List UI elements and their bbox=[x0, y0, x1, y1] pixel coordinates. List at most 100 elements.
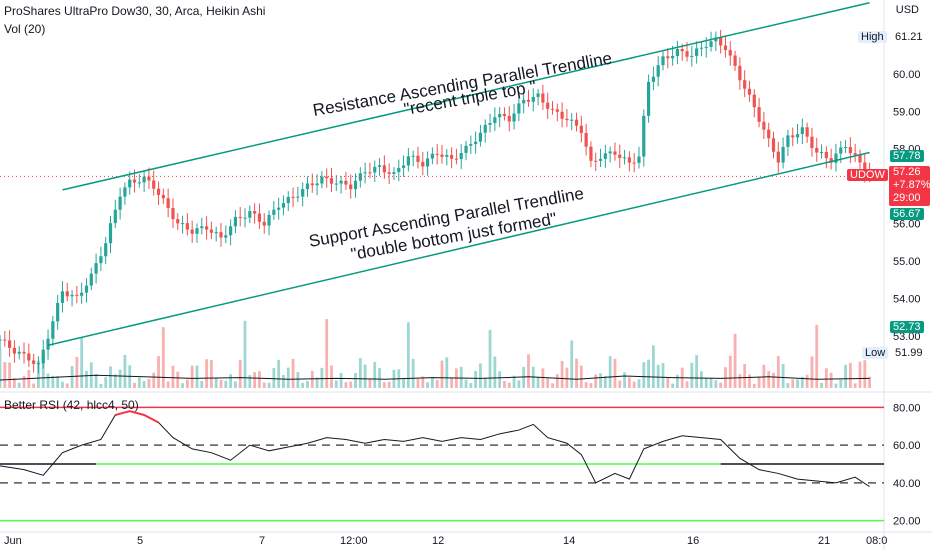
candle-body bbox=[392, 172, 396, 174]
volume-bar bbox=[56, 376, 60, 388]
time-tick-label: 12 bbox=[432, 535, 444, 547]
rsi-line bbox=[0, 410, 870, 488]
volume-bar bbox=[234, 381, 237, 388]
volume-bar bbox=[479, 363, 482, 388]
volume-bar bbox=[406, 322, 410, 388]
volume-bar bbox=[416, 378, 420, 388]
time-tick-label: 5 bbox=[137, 535, 143, 547]
candle-body bbox=[536, 93, 540, 97]
volume-bar bbox=[503, 380, 506, 388]
candle-body bbox=[589, 146, 593, 161]
volume-bar bbox=[195, 365, 199, 388]
volume-bar bbox=[368, 378, 372, 388]
candle-body bbox=[32, 360, 36, 364]
volume-bar bbox=[137, 377, 141, 388]
candle-body bbox=[56, 302, 60, 322]
volume-bar bbox=[868, 376, 871, 388]
candle-body bbox=[349, 184, 353, 190]
volume-bar bbox=[229, 374, 233, 388]
volume-bar bbox=[733, 333, 737, 388]
volume-bar bbox=[824, 368, 828, 388]
candle-body bbox=[502, 114, 507, 116]
candle-body bbox=[699, 47, 704, 49]
candle-body bbox=[791, 135, 795, 138]
price-tick-label: 60.00 bbox=[893, 69, 921, 81]
volume-bar bbox=[445, 357, 449, 388]
candle-body bbox=[305, 183, 310, 190]
volume-bar bbox=[666, 377, 670, 388]
candle-body bbox=[632, 162, 636, 164]
candle-body bbox=[214, 232, 218, 234]
volume-bar bbox=[421, 376, 425, 388]
candle-body bbox=[0, 339, 2, 341]
volume-bar bbox=[113, 374, 117, 388]
volume-bar bbox=[272, 367, 276, 388]
high-value: 61.21 bbox=[895, 31, 923, 43]
candle-body bbox=[483, 124, 487, 133]
candle-body bbox=[113, 209, 117, 224]
candle-body bbox=[257, 213, 262, 222]
volume-bar bbox=[728, 355, 732, 388]
candle-body bbox=[310, 183, 314, 186]
volume-bar bbox=[512, 375, 516, 388]
candle-body bbox=[661, 56, 665, 66]
candle-body bbox=[387, 172, 391, 174]
candle-body bbox=[488, 123, 492, 125]
volume-bar bbox=[171, 365, 175, 388]
volume-bar bbox=[656, 364, 660, 388]
volume-bar bbox=[181, 383, 184, 388]
volume-bar bbox=[109, 366, 112, 388]
candle-body bbox=[795, 134, 800, 138]
lower-channel-tag: 56.67 bbox=[890, 208, 924, 220]
candle-body bbox=[704, 46, 708, 48]
volume-bar bbox=[589, 383, 593, 388]
candle-body bbox=[474, 141, 478, 145]
candle-body bbox=[450, 154, 454, 159]
volume-bar bbox=[262, 382, 266, 388]
candle-body bbox=[834, 153, 838, 163]
volume-bar bbox=[800, 376, 804, 388]
volume-bar bbox=[104, 377, 108, 388]
candle-body bbox=[190, 229, 194, 234]
candle-body bbox=[839, 147, 843, 154]
candle-body bbox=[709, 41, 713, 47]
candle-body bbox=[594, 160, 598, 162]
volume-bar bbox=[224, 380, 228, 388]
volume-bar bbox=[291, 358, 295, 388]
candle-body bbox=[224, 235, 228, 238]
time-tick-label: Jun bbox=[4, 535, 22, 547]
volume-bar bbox=[820, 382, 823, 388]
volume-bar bbox=[85, 370, 88, 388]
candle-body bbox=[685, 51, 689, 57]
volume-bar bbox=[219, 379, 223, 388]
candle-body bbox=[142, 176, 146, 183]
candle-body bbox=[219, 232, 223, 238]
candle-body bbox=[743, 80, 747, 89]
candle-body bbox=[152, 180, 156, 189]
candle-body bbox=[498, 114, 502, 118]
candle-body bbox=[65, 291, 69, 297]
volume-bar bbox=[618, 380, 622, 388]
volume-bar bbox=[579, 365, 583, 388]
volume-bar bbox=[488, 329, 492, 388]
bottom-channel-tag: 52.73 bbox=[890, 321, 924, 333]
volume-bar bbox=[320, 367, 324, 388]
candle-body bbox=[723, 45, 728, 51]
volume-bar bbox=[469, 383, 473, 388]
candle-body bbox=[671, 55, 675, 59]
volume-bar bbox=[483, 378, 487, 388]
candle-body bbox=[325, 176, 329, 179]
rsi-label: Better RSI (42, hlcc4, 50) bbox=[4, 398, 139, 412]
time-tick-label: 16 bbox=[687, 535, 699, 547]
candle-body bbox=[819, 151, 824, 153]
volume-bar bbox=[142, 381, 146, 388]
volume-bar bbox=[786, 383, 790, 388]
candle-body bbox=[286, 196, 290, 204]
volume-bar bbox=[440, 360, 444, 388]
current-price: 57.26 bbox=[893, 166, 921, 178]
candle-body bbox=[185, 223, 189, 230]
candle-body bbox=[320, 176, 324, 184]
candle-body bbox=[161, 194, 165, 199]
